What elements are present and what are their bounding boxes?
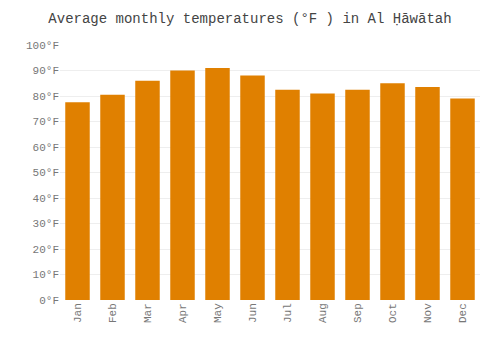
svg-text:Average monthly temperatures (: Average monthly temperatures (°F ) in Al…: [48, 11, 451, 27]
svg-text:Jan: Jan: [72, 303, 84, 323]
svg-text:100°F: 100°F: [26, 40, 59, 52]
svg-text:Dec: Dec: [457, 303, 469, 323]
svg-text:10°F: 10°F: [33, 269, 59, 281]
svg-text:Apr: Apr: [177, 303, 189, 323]
svg-text:Jun: Jun: [247, 303, 259, 323]
svg-text:80°F: 80°F: [33, 91, 59, 103]
svg-text:60°F: 60°F: [33, 142, 59, 154]
svg-text:Nov: Nov: [422, 303, 434, 323]
svg-text:40°F: 40°F: [33, 193, 59, 205]
svg-text:0°F: 0°F: [39, 295, 59, 307]
svg-text:90°F: 90°F: [33, 65, 59, 77]
svg-text:20°F: 20°F: [33, 244, 59, 256]
svg-text:Aug: Aug: [317, 303, 329, 323]
svg-text:May: May: [212, 303, 224, 323]
svg-text:Feb: Feb: [107, 303, 119, 323]
svg-text:30°F: 30°F: [33, 218, 59, 230]
svg-text:Mar: Mar: [142, 303, 154, 323]
svg-text:70°F: 70°F: [33, 116, 59, 128]
svg-text:Sep: Sep: [352, 303, 364, 323]
svg-text:50°F: 50°F: [33, 167, 59, 179]
svg-text:Jul: Jul: [282, 303, 294, 323]
svg-text:Oct: Oct: [387, 303, 399, 323]
